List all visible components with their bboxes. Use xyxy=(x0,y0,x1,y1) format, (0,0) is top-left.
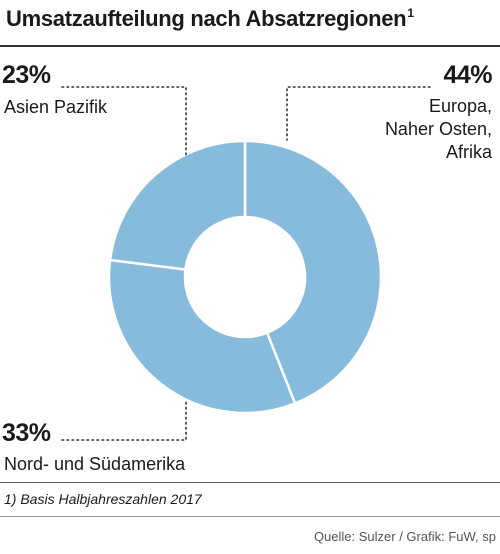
slice-amerika xyxy=(107,258,297,415)
slice-asien xyxy=(108,139,247,271)
slice-label-europa-line1: Europa, xyxy=(428,96,492,116)
chart-title-text: Umsatzaufteilung nach Absatzregionen xyxy=(6,6,407,31)
slice-label-amerika: Nord- und Südamerika xyxy=(4,454,186,474)
slice-label-europa-line2: Naher Osten, xyxy=(384,119,492,139)
slice-value-asien: 23% xyxy=(2,61,51,89)
leader-lines xyxy=(61,86,431,441)
source-divider xyxy=(0,516,500,517)
slice-label-europa: Europa, Naher Osten, Afrika xyxy=(385,95,492,164)
donut-chart xyxy=(61,86,431,441)
leader-asien xyxy=(61,86,187,156)
leader-amerika xyxy=(61,399,187,441)
slice-value-amerika: 33% xyxy=(2,419,51,447)
slice-label-asien: Asien Pazifik xyxy=(4,97,108,117)
footnote: 1) Basis Halbjahreszahlen 2017 xyxy=(4,491,202,507)
title-footnote-mark: 1 xyxy=(407,6,414,20)
slice-europa xyxy=(243,139,383,406)
chart-title: Umsatzaufteilung nach Absatzregionen1 xyxy=(6,6,414,32)
source-credit: Quelle: Sulzer / Grafik: FuW, sp xyxy=(313,529,496,544)
donut-slices xyxy=(107,139,383,415)
slice-value-europa: 44% xyxy=(443,61,492,89)
slice-label-europa-line3: Afrika xyxy=(445,142,492,162)
title-divider xyxy=(0,45,500,47)
footnote-divider xyxy=(0,482,500,483)
